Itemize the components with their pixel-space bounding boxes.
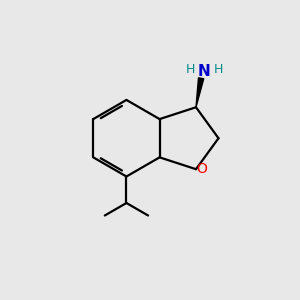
Text: N: N	[198, 64, 210, 79]
Polygon shape	[196, 78, 204, 107]
Text: O: O	[196, 162, 207, 176]
Text: H: H	[186, 63, 196, 76]
Text: H: H	[214, 63, 223, 76]
